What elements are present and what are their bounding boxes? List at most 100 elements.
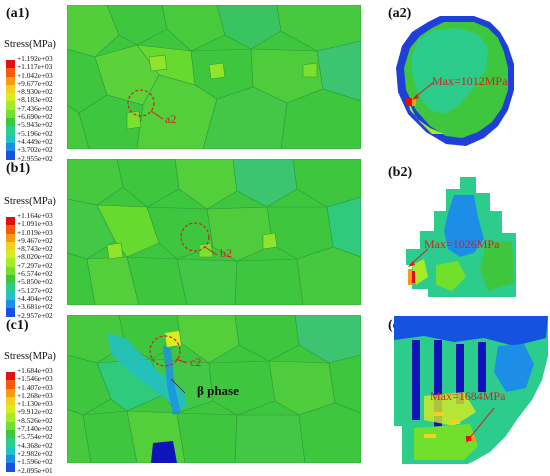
stress-map-c1 bbox=[67, 315, 361, 463]
max-arrow-c2 bbox=[466, 407, 495, 443]
legend-value: +2.982e+02 bbox=[17, 448, 53, 458]
legend-value: +8.020e+02 bbox=[17, 252, 53, 262]
panel-label-b1: (b1) bbox=[6, 161, 31, 176]
legend-value: +3.681e+02 bbox=[17, 302, 53, 312]
row-b: (b1) Stress(MPa) +1.164e+03 +1.091e+03 +1.… bbox=[0, 155, 550, 320]
legend-value: +5.850e+02 bbox=[17, 277, 53, 287]
legend-value: +1.546e+03 bbox=[17, 374, 53, 384]
legend-swatch bbox=[6, 380, 15, 389]
panel-label-a2: (a2) bbox=[388, 6, 412, 21]
max-label-a2: Max=1012MPa bbox=[432, 74, 508, 88]
legend-title-b: Stress(MPa) bbox=[4, 196, 56, 207]
stress-map-b1 bbox=[67, 159, 361, 305]
legend-swatch bbox=[6, 233, 15, 242]
legend-swatch bbox=[6, 283, 15, 292]
legend-swatch bbox=[6, 118, 15, 127]
legend-swatch bbox=[6, 93, 15, 102]
legend-value: +1.192e+03 bbox=[17, 54, 53, 63]
legend-value: +7.297e+02 bbox=[17, 260, 53, 270]
legend-swatch bbox=[6, 151, 15, 160]
detail-view-c2 bbox=[394, 316, 550, 466]
legend-swatch bbox=[6, 463, 15, 472]
circle-label-b2: b2 bbox=[220, 246, 232, 260]
legend-value: +9.677e+02 bbox=[17, 78, 53, 88]
legend-swatch bbox=[6, 68, 15, 77]
legend-value: +5.754e+02 bbox=[17, 432, 53, 442]
legend-value: +1.130e+03 bbox=[17, 399, 53, 409]
legend-value: +8.743e+02 bbox=[17, 244, 53, 254]
legend-swatch bbox=[6, 388, 15, 397]
legend-swatch bbox=[6, 217, 15, 226]
legend-swatch bbox=[6, 430, 15, 439]
legend-value: +1.407e+03 bbox=[17, 382, 53, 392]
legend-swatch bbox=[6, 258, 15, 267]
legend-value: +3.702e+02 bbox=[17, 145, 53, 155]
panel-label-a1: (a1) bbox=[6, 6, 30, 21]
stress-map-a1 bbox=[67, 5, 361, 149]
legend-swatch bbox=[6, 291, 15, 300]
legend-title-c: Stress(MPa) bbox=[4, 351, 56, 362]
legend-swatch bbox=[6, 84, 15, 94]
row-a: (a1) Stress(MPa) +1.192e+03 +1.117e+03 +1.… bbox=[0, 0, 550, 163]
legend-value: +1.164e+03 bbox=[17, 211, 53, 220]
legend-value: +5.943e+02 bbox=[17, 120, 53, 130]
legend-value: +6.574e+02 bbox=[17, 269, 53, 279]
legend-value: +1.268e+03 bbox=[17, 390, 53, 400]
legend-value: +4.404e+02 bbox=[17, 293, 53, 303]
legend-swatch bbox=[6, 76, 15, 85]
legend-value: +7.436e+02 bbox=[17, 103, 53, 113]
legend-value: +9.467e+02 bbox=[17, 235, 53, 245]
beta-phase-label: β phase bbox=[197, 383, 239, 398]
legend-swatch bbox=[6, 60, 15, 69]
legend-swatch bbox=[6, 413, 15, 422]
legend-value: +9.912e+02 bbox=[17, 407, 53, 417]
legend-swatch bbox=[6, 299, 15, 309]
legend-swatch bbox=[6, 134, 15, 143]
legend-value: +4.449e+02 bbox=[17, 136, 53, 146]
legend-swatch bbox=[6, 266, 15, 276]
legend-title-a: Stress(MPa) bbox=[4, 39, 56, 50]
legend-value: +1.684e+03 bbox=[17, 366, 53, 375]
legend-swatch bbox=[6, 275, 15, 284]
legend-swatch bbox=[6, 446, 15, 455]
legend-swatch bbox=[6, 396, 15, 406]
legend-swatch bbox=[6, 308, 15, 317]
legend-swatch bbox=[6, 109, 15, 119]
circle-label-c2: c2 bbox=[190, 355, 202, 369]
row-c: (c1) Stress(MPa) +1.684e+03 +1.546e+03 +1.… bbox=[0, 310, 550, 475]
legend-value: +2.955e+02 bbox=[17, 153, 53, 163]
legend-value: +4.368e+02 bbox=[17, 440, 53, 450]
legend-value: +1.596e+02 bbox=[17, 457, 53, 467]
legend-value: +8.930e+02 bbox=[17, 87, 53, 97]
legend-swatch bbox=[6, 454, 15, 464]
circle-label-a2: a2 bbox=[165, 112, 177, 126]
legend-value: +6.690e+02 bbox=[17, 112, 53, 122]
legend-value: +2.957e+02 bbox=[17, 310, 53, 320]
max-arrow-b2 bbox=[408, 248, 429, 267]
max-arrow-a2 bbox=[412, 81, 435, 100]
legend-value: +8.526e+02 bbox=[17, 415, 53, 425]
legend-value: +1.091e+03 bbox=[17, 219, 53, 229]
legend-value: +1.042e+03 bbox=[17, 70, 53, 80]
detail-view-b2 bbox=[388, 173, 550, 308]
legend-swatch bbox=[6, 405, 15, 414]
max-label-c2: Max=1684MPa bbox=[430, 389, 506, 403]
detail-view-a2 bbox=[388, 10, 550, 155]
legend-swatch bbox=[6, 372, 15, 381]
legend-swatch bbox=[6, 126, 15, 135]
legend-swatch bbox=[6, 241, 15, 251]
panel-label-b2: (b2) bbox=[388, 165, 413, 180]
legend-swatch bbox=[6, 250, 15, 259]
legend-swatch bbox=[6, 101, 15, 110]
legend-value: +8.183e+02 bbox=[17, 95, 53, 105]
legend-value: +1.019e+03 bbox=[17, 227, 53, 237]
legend-swatch bbox=[6, 142, 15, 152]
max-label-b2: Max=1026MPa bbox=[424, 237, 500, 251]
legend-value: +7.140e+02 bbox=[17, 424, 53, 434]
panel-label-c1: (c1) bbox=[6, 318, 29, 333]
legend-value: +5.196e+02 bbox=[17, 128, 53, 138]
legend-swatch bbox=[6, 421, 15, 431]
legend-value: +1.117e+03 bbox=[17, 62, 53, 72]
legend-value: +5.127e+02 bbox=[17, 285, 53, 295]
legend-swatch bbox=[6, 438, 15, 447]
